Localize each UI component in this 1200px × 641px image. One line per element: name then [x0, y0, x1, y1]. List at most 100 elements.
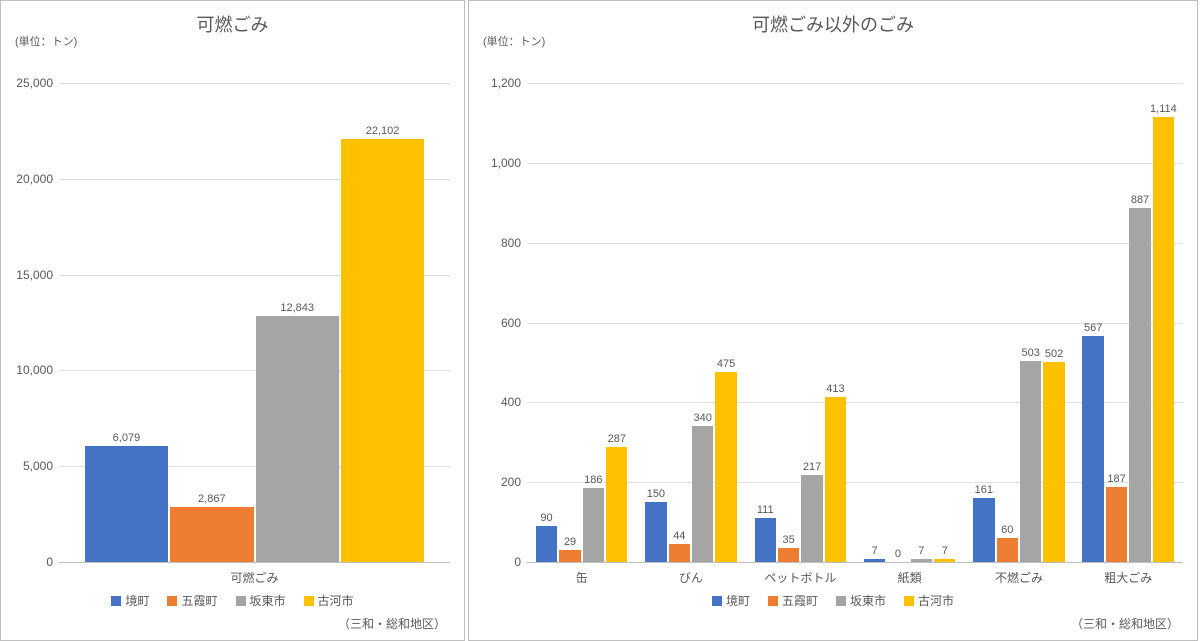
bar-group: 6,0792,86712,84322,102 — [59, 83, 450, 562]
y-tick-label: 600 — [501, 316, 527, 330]
bar-value-label: 287 — [608, 433, 626, 447]
bar-group: 11135217413 — [746, 83, 855, 562]
y-tick-label: 400 — [501, 395, 527, 409]
legend-item: 古河市 — [904, 592, 954, 609]
bar-value-label: 2,867 — [198, 493, 226, 507]
bar-value-label: 567 — [1084, 322, 1102, 336]
bar-value-label: 111 — [757, 504, 774, 518]
legend: 境町 五霞町 坂東市 古河市 — [1, 588, 464, 615]
bar: 2,867 — [170, 507, 253, 562]
bar: 340 — [692, 426, 713, 562]
legend-item: 五霞町 — [167, 592, 217, 609]
bar-value-label: 29 — [564, 536, 576, 550]
legend-swatch — [712, 596, 722, 606]
chart-title: 可燃ごみ — [1, 1, 464, 37]
bar-value-label: 1,114 — [1150, 103, 1177, 117]
legend-item: 坂東市 — [236, 592, 286, 609]
chart-title: 可燃ごみ以外のごみ — [469, 1, 1197, 37]
x-axis: 缶びんペットボトル紙類不燃ごみ粗大ごみ — [527, 565, 1183, 588]
bar-value-label: 475 — [717, 358, 735, 372]
bar-group: 9029186287 — [527, 83, 636, 562]
legend-label: 五霞町 — [782, 592, 818, 609]
bar-value-label: 7 — [942, 545, 948, 559]
legend-item: 坂東市 — [836, 592, 886, 609]
legend-label: 古河市 — [918, 592, 954, 609]
bar-value-label: 90 — [540, 512, 552, 526]
legend-swatch — [768, 596, 778, 606]
bar-value-label: 6,079 — [113, 432, 141, 446]
bar: 22,102 — [341, 139, 424, 562]
bar-value-label: 150 — [647, 488, 665, 502]
bar: 150 — [645, 502, 666, 562]
y-tick-label: 15,000 — [16, 268, 59, 282]
x-category-label: びん — [636, 565, 745, 588]
bar-value-label: 22,102 — [366, 125, 400, 139]
x-category-label: 粗大ごみ — [1074, 565, 1183, 588]
bar: 6,079 — [85, 446, 168, 562]
bar: 887 — [1129, 208, 1150, 562]
bar: 1,114 — [1153, 117, 1174, 562]
legend: 境町 五霞町 坂東市 古河市 — [469, 588, 1197, 615]
bar-value-label: 12,843 — [280, 302, 314, 316]
bar-value-label: 186 — [584, 474, 602, 488]
y-tick-label: 1,200 — [491, 76, 527, 90]
bar: 187 — [1106, 487, 1127, 562]
bar-value-label: 217 — [803, 461, 821, 475]
bar-value-label: 44 — [673, 530, 685, 544]
y-tick-label: 0 — [514, 555, 527, 569]
legend-swatch — [304, 596, 314, 606]
legend-item: 五霞町 — [768, 592, 818, 609]
legend-label: 境町 — [125, 592, 149, 609]
legend-swatch — [111, 596, 121, 606]
chart-panel-noncombustible: 可燃ごみ以外のごみ (単位：トン) 02004006008001,0001,20… — [468, 0, 1198, 641]
legend-label: 五霞町 — [181, 592, 217, 609]
footnote: （三和・総和地区） — [1, 615, 464, 640]
bar: 413 — [825, 397, 846, 562]
bar: 44 — [669, 544, 690, 562]
legend-item: 境町 — [111, 592, 149, 609]
footnote: （三和・総和地区） — [469, 615, 1197, 640]
bar: 29 — [559, 550, 580, 562]
legend-label: 坂東市 — [850, 592, 886, 609]
bar-value-label: 503 — [1021, 347, 1039, 361]
chart-panel-combustible: 可燃ごみ (単位：トン) 05,00010,00015,00020,00025,… — [0, 0, 465, 641]
legend-swatch — [236, 596, 246, 606]
bar: 35 — [778, 548, 799, 562]
bar: 475 — [715, 372, 736, 562]
bar: 186 — [583, 488, 604, 562]
bar: 7 — [864, 559, 885, 562]
bar: 60 — [997, 538, 1018, 562]
bar-value-label: 502 — [1045, 348, 1063, 362]
bar-value-label: 887 — [1131, 194, 1149, 208]
legend-item: 古河市 — [304, 592, 354, 609]
y-tick-label: 5,000 — [23, 459, 59, 473]
bar-value-label: 7 — [871, 545, 877, 559]
x-category-label: 紙類 — [855, 565, 964, 588]
y-tick-label: 1,000 — [491, 156, 527, 170]
legend-label: 坂東市 — [250, 592, 286, 609]
bar-group: 7077 — [855, 83, 964, 562]
legend-swatch — [167, 596, 177, 606]
bar-group: 16160503502 — [964, 83, 1073, 562]
legend-label: 古河市 — [318, 592, 354, 609]
bar: 503 — [1020, 361, 1041, 562]
bar: 12,843 — [256, 316, 339, 562]
x-category-label: 不燃ごみ — [964, 565, 1073, 588]
bar: 90 — [536, 526, 557, 562]
y-tick-label: 200 — [501, 475, 527, 489]
bar: 287 — [606, 447, 627, 562]
x-axis: 可燃ごみ — [59, 565, 450, 588]
x-category-label: 可燃ごみ — [59, 565, 450, 588]
legend-label: 境町 — [726, 592, 750, 609]
bar-groups: 9029186287150443404751113521741370771616… — [527, 83, 1183, 562]
bar: 502 — [1043, 362, 1064, 562]
plot-area: 02004006008001,0001,20090291862871504434… — [527, 83, 1183, 563]
legend-swatch — [904, 596, 914, 606]
bar-value-label: 35 — [782, 534, 794, 548]
bar-groups: 6,0792,86712,84322,102 — [59, 83, 450, 562]
bar-value-label: 187 — [1107, 473, 1125, 487]
bar: 217 — [801, 475, 822, 562]
y-tick-label: 10,000 — [16, 363, 59, 377]
bar-group: 5671878871,114 — [1074, 83, 1183, 562]
unit-label: (単位：トン) — [483, 33, 545, 49]
